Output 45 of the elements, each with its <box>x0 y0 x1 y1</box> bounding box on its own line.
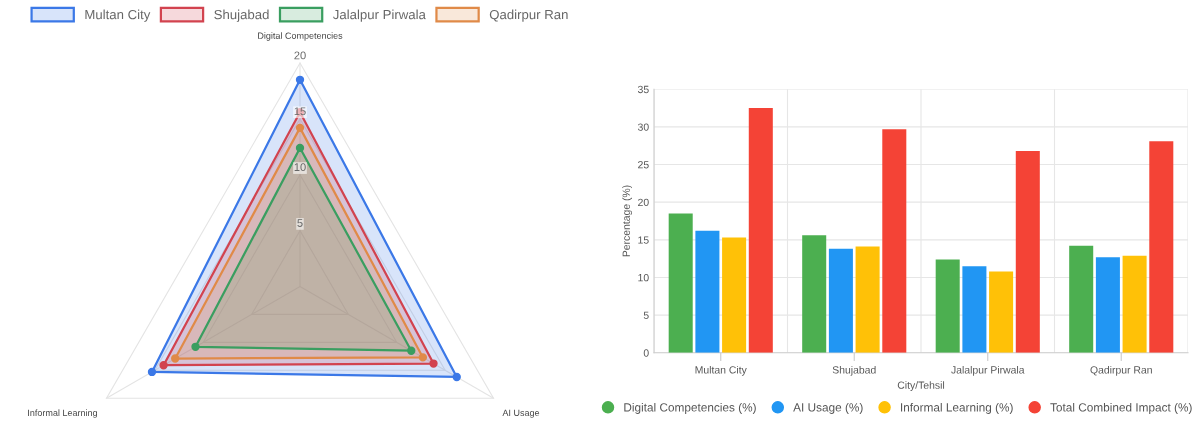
y-tick-label: 0 <box>643 349 649 357</box>
y-tick-label: 5 <box>297 219 303 227</box>
legend-label: AI Usage (%) <box>793 402 863 414</box>
bar <box>1095 257 1120 353</box>
bar <box>1069 245 1094 353</box>
y-tick-label: 15 <box>638 236 649 244</box>
y-tick-label: 25 <box>638 161 649 169</box>
x-tick-label: Multan City <box>695 365 747 376</box>
bar <box>802 235 827 353</box>
y-axis-title: Percentage (%) <box>622 185 632 257</box>
bar <box>722 237 747 353</box>
legend-label: Qadirpur Ran <box>489 9 568 22</box>
x-tick-label: Shujabad <box>832 365 876 376</box>
y-tick-label: 20 <box>638 198 649 207</box>
legend-label: Shujabad <box>214 9 269 22</box>
bar <box>748 108 773 353</box>
y-tick-label: 30 <box>637 123 649 131</box>
y-tick-label: 15 <box>294 107 306 116</box>
legend-label: Multan City <box>85 9 151 22</box>
bar <box>1015 150 1040 353</box>
bar <box>962 266 987 353</box>
bar <box>1122 255 1147 353</box>
legend-label: Informal Learning (%) <box>901 402 1013 414</box>
legend-label: Jalalpur Pirwala <box>332 9 426 22</box>
bar <box>828 248 853 353</box>
x-tick-label: Qadirpur Ran <box>1090 365 1152 376</box>
bar <box>935 259 960 353</box>
spoke-label: AI Usage <box>502 409 540 418</box>
x-tick-label: Jalalpur Pirwala <box>951 365 1025 376</box>
x-axis-title: City/Tehsil <box>897 381 945 391</box>
y-tick-label: 10 <box>294 163 306 172</box>
y-tick-label: 35 <box>637 85 649 94</box>
bar <box>882 129 907 353</box>
spoke-label: Informal Learning <box>28 409 97 418</box>
bar <box>668 213 693 353</box>
y-tick-label: 10 <box>638 273 649 282</box>
legend-label: Digital Competencies (%) <box>624 402 756 414</box>
legend-label: Total Combined Impact (%) <box>1050 402 1192 414</box>
y-tick-label: 5 <box>643 311 649 319</box>
y-tick-label: 20 <box>294 51 306 60</box>
bar <box>695 230 720 353</box>
spoke-label: Digital Competencies <box>258 32 343 41</box>
bar <box>855 246 880 353</box>
bar <box>1149 141 1174 353</box>
bar <box>989 271 1014 353</box>
